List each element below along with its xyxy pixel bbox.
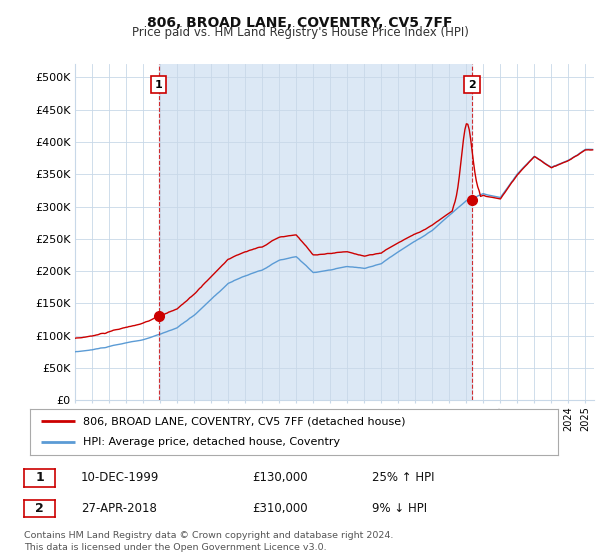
Text: Price paid vs. HM Land Registry's House Price Index (HPI): Price paid vs. HM Land Registry's House … <box>131 26 469 39</box>
Text: 9% ↓ HPI: 9% ↓ HPI <box>372 502 427 515</box>
Text: 27-APR-2018: 27-APR-2018 <box>81 502 157 515</box>
Text: 25% ↑ HPI: 25% ↑ HPI <box>372 471 434 484</box>
Text: Contains HM Land Registry data © Crown copyright and database right 2024.
This d: Contains HM Land Registry data © Crown c… <box>24 531 394 552</box>
Text: 10-DEC-1999: 10-DEC-1999 <box>81 471 160 484</box>
Text: 2: 2 <box>468 80 476 90</box>
Text: 1: 1 <box>35 471 44 484</box>
Text: 1: 1 <box>155 80 163 90</box>
Text: 806, BROAD LANE, COVENTRY, CV5 7FF: 806, BROAD LANE, COVENTRY, CV5 7FF <box>147 16 453 30</box>
Text: £310,000: £310,000 <box>252 502 308 515</box>
Text: 806, BROAD LANE, COVENTRY, CV5 7FF (detached house): 806, BROAD LANE, COVENTRY, CV5 7FF (deta… <box>83 416 406 426</box>
Text: HPI: Average price, detached house, Coventry: HPI: Average price, detached house, Cove… <box>83 437 340 447</box>
Text: £130,000: £130,000 <box>252 471 308 484</box>
Bar <box>159 64 472 400</box>
Text: 2: 2 <box>35 502 44 515</box>
